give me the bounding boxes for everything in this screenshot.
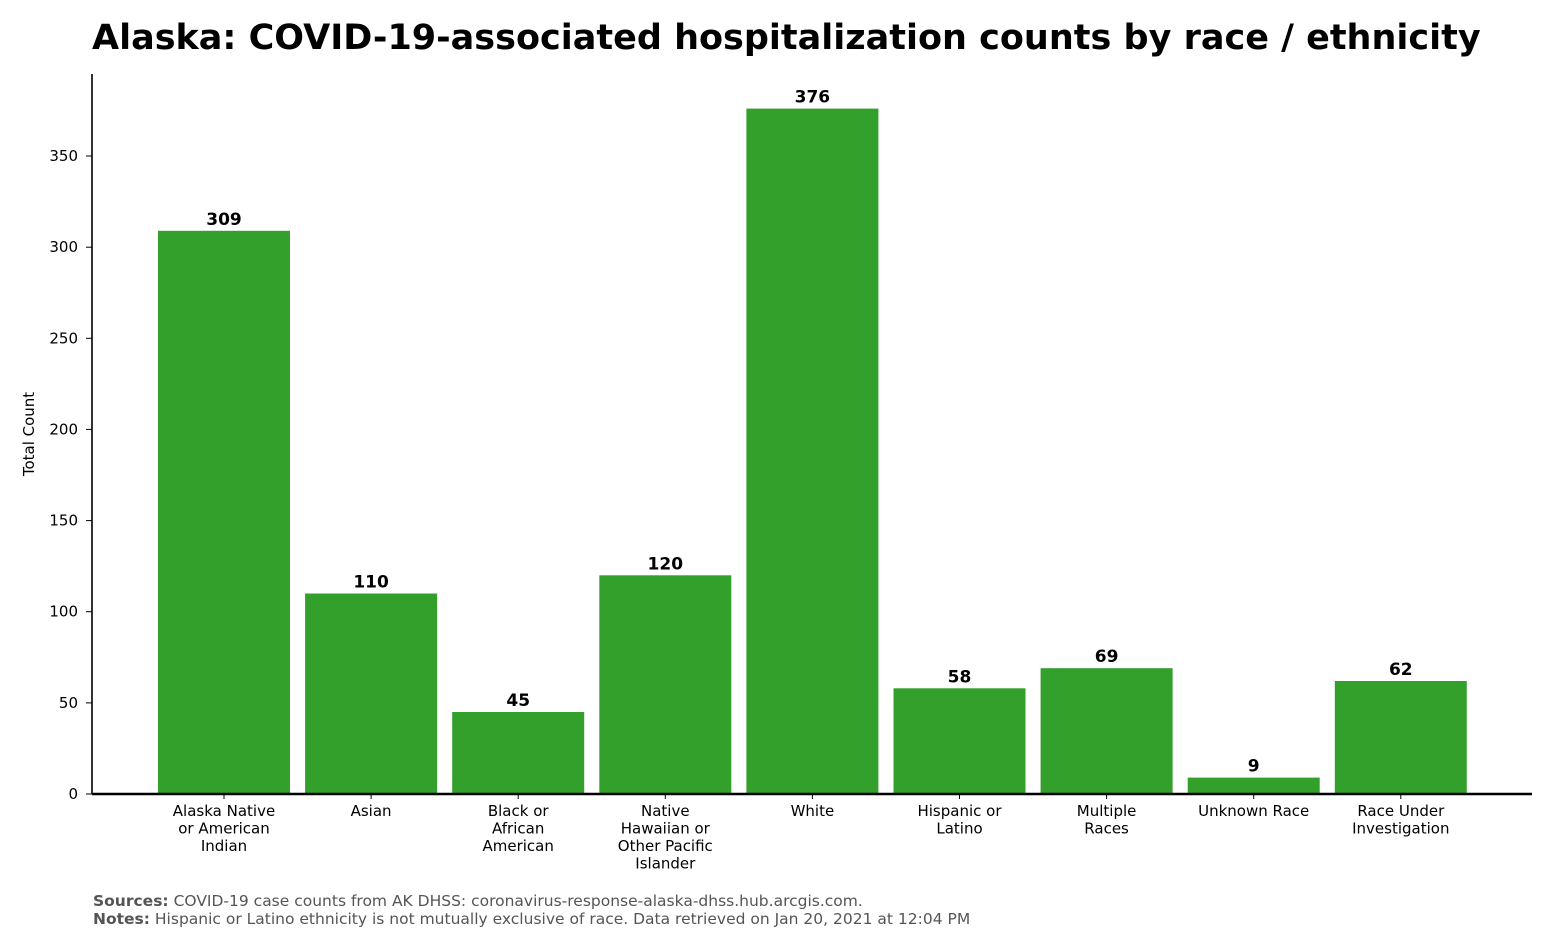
y-tick-label: 200: [49, 420, 78, 438]
bar: [599, 575, 732, 794]
x-tick-label-line: Race Under: [1357, 802, 1445, 820]
bars-layer: [158, 108, 1467, 795]
x-tick-label-line: Alaska Native: [173, 802, 275, 820]
x-tick-label: Asian: [351, 802, 392, 820]
bar: [746, 108, 879, 795]
x-tick-label: Hispanic or Latino: [917, 802, 1002, 838]
y-tick-label: 100: [49, 603, 78, 621]
x-tick-label-line: Investigation: [1352, 820, 1449, 838]
x-tick-label: Alaska Native or American Indian: [173, 802, 275, 855]
x-tick-label: Black or African American: [483, 802, 554, 855]
x-tick-label-line: Hispanic or: [917, 802, 1002, 820]
x-tick-label: Unknown Race: [1198, 802, 1309, 820]
x-tick-label-line: Other Pacific: [618, 837, 713, 855]
y-tick-label: 300: [49, 238, 78, 256]
x-tick-label-line: American: [483, 837, 554, 855]
x-tick-label: Race Under Investigation: [1352, 802, 1449, 838]
bar: [1187, 777, 1320, 794]
sources-label: Sources:: [93, 892, 169, 910]
x-tick-label-line: African: [492, 820, 544, 838]
sources-text: COVID-19 case counts from AK DHSS: coron…: [173, 892, 863, 910]
bar-value-label: 120: [648, 554, 684, 574]
bar-value-label: 58: [948, 667, 972, 687]
value-labels-layer: 309 110 45 120 376 58 69 9 62: [206, 88, 1412, 777]
x-tick-label-line: Islander: [635, 855, 696, 873]
x-tick-label-line: or American: [178, 820, 270, 838]
sources-note: Sources: COVID-19 case counts from AK DH…: [93, 892, 863, 910]
bar-value-label: 9: [1248, 757, 1260, 777]
bar: [158, 230, 290, 795]
bar-value-label: 110: [353, 573, 389, 593]
bar-value-label: 62: [1389, 660, 1413, 680]
x-axis: Alaska Native or American Indian Asian Black…: [92, 792, 1532, 873]
bar-value-label: 45: [506, 691, 530, 711]
bar: [1334, 681, 1467, 794]
x-tick-label-line: White: [791, 802, 835, 820]
bar: [452, 712, 585, 794]
x-tick-label-line: Indian: [201, 837, 247, 855]
bar: [1040, 668, 1173, 794]
bar-value-label: 69: [1095, 647, 1119, 667]
x-tick-label-line: Latino: [936, 820, 982, 838]
bar: [305, 593, 438, 794]
notes-note: Notes: Hispanic or Latino ethnicity is n…: [93, 910, 970, 928]
y-tick-label: 150: [49, 512, 78, 530]
y-tick-label: 0: [68, 785, 78, 803]
y-axis-label: Total Count: [20, 392, 38, 477]
notes-text: Hispanic or Latino ethnicity is not mutu…: [154, 910, 971, 928]
bar: [893, 688, 1026, 794]
x-tick-label: White: [791, 802, 835, 820]
y-tick-label: 350: [49, 147, 78, 165]
x-tick-label-line: Native: [641, 802, 690, 820]
x-tick-label-line: Races: [1084, 820, 1129, 838]
x-tick-label: Native Hawaiian or Other Pacific Islander: [618, 802, 713, 873]
y-tick-label: 50: [59, 694, 78, 712]
x-tick-label-line: Multiple: [1077, 802, 1137, 820]
bar-value-label: 309: [206, 210, 242, 230]
x-tick-label: Multiple Races: [1077, 802, 1137, 838]
x-tick-label-line: Hawaiian or: [621, 820, 711, 838]
notes-label: Notes:: [93, 910, 150, 928]
x-tick-label-line: Unknown Race: [1198, 802, 1309, 820]
y-tick-label: 250: [49, 329, 78, 347]
y-axis: 0 50 100 150 200 250 300 350: [49, 74, 93, 803]
x-tick-label-line: Asian: [351, 802, 392, 820]
x-tick-label-line: Black or: [488, 802, 550, 820]
bar-value-label: 376: [795, 88, 831, 108]
chart-title: Alaska: COVID-19-associated hospitalizat…: [92, 18, 1481, 58]
